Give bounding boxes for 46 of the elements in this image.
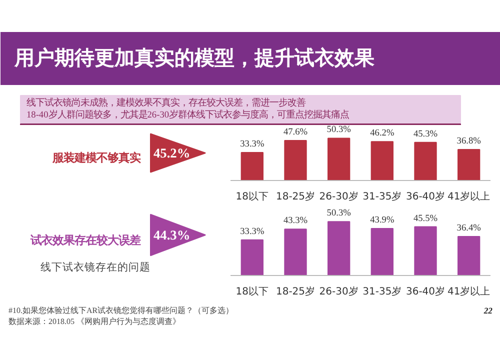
text: 线下试衣镜存在的问题 xyxy=(40,260,150,274)
data-label: 33.3% xyxy=(240,226,264,237)
bar xyxy=(370,228,394,276)
data-label: 46.2% xyxy=(370,128,394,139)
bar xyxy=(284,228,307,276)
bar xyxy=(458,236,480,276)
bar xyxy=(414,226,437,276)
text: 44.3% xyxy=(154,227,190,242)
bar xyxy=(240,152,264,180)
data-label: 50.3% xyxy=(326,208,352,219)
bar xyxy=(284,140,307,180)
data-label: 45.3% xyxy=(413,129,438,140)
x-tick-label: 26-30岁 xyxy=(319,190,358,202)
x-tick-label: 18-25岁 xyxy=(276,286,316,298)
bar xyxy=(240,239,264,276)
chart-title: 用户期待更加真实的模型，提升试衣效果 xyxy=(14,46,376,70)
text: 试衣效果存在较大误差 xyxy=(30,234,140,247)
chart-subtitle: 线下试衣镜尚未成熟，建模效果不真实，存在较大误差，需进一步改善 18-40岁人群问题较多，尤其是26-30岁群体线下试衣参与度高，可重点挖掘其痛点 xyxy=(26,98,350,120)
x-tick-label: 41岁以上 xyxy=(447,286,490,298)
data-label: 36.4% xyxy=(456,224,482,234)
bar xyxy=(458,149,480,180)
source-note: 数据来源：2018.05 《网购用户行为与态度调查》 xyxy=(8,317,180,326)
text: 22 xyxy=(482,306,494,316)
data-label: 33.3% xyxy=(240,139,264,150)
x-tick-label: 31-35岁 xyxy=(362,286,402,298)
text: 服装建模不够真实 xyxy=(52,152,140,164)
data-label: 43.9% xyxy=(370,216,394,226)
x-tick-label: 41岁以上 xyxy=(447,190,490,202)
x-tick-label: 18-25岁 xyxy=(276,190,316,202)
bar xyxy=(328,138,350,180)
data-label: 45.5% xyxy=(413,214,438,224)
x-tick-label: 36-40岁 xyxy=(406,286,446,298)
x-tick-label: 26-30岁 xyxy=(319,286,358,298)
bar xyxy=(370,141,394,180)
data-label: 50.3% xyxy=(326,125,352,136)
x-tick-label: 18以下 xyxy=(236,190,269,202)
data-label: 47.6% xyxy=(283,127,308,138)
text: #10.如果您体验过线下AR试衣镜您觉得有哪些问题？（可多选） xyxy=(8,306,234,315)
x-tick-label: 36-40岁 xyxy=(406,190,446,202)
data-label: 36.8% xyxy=(456,136,482,147)
text: 45.2% xyxy=(154,146,190,160)
x-tick-label: 18以下 xyxy=(236,286,269,298)
bar xyxy=(414,142,437,180)
x-tick-label: 31-35岁 xyxy=(362,190,402,202)
data-label: 43.3% xyxy=(283,216,308,226)
bar xyxy=(328,221,350,276)
